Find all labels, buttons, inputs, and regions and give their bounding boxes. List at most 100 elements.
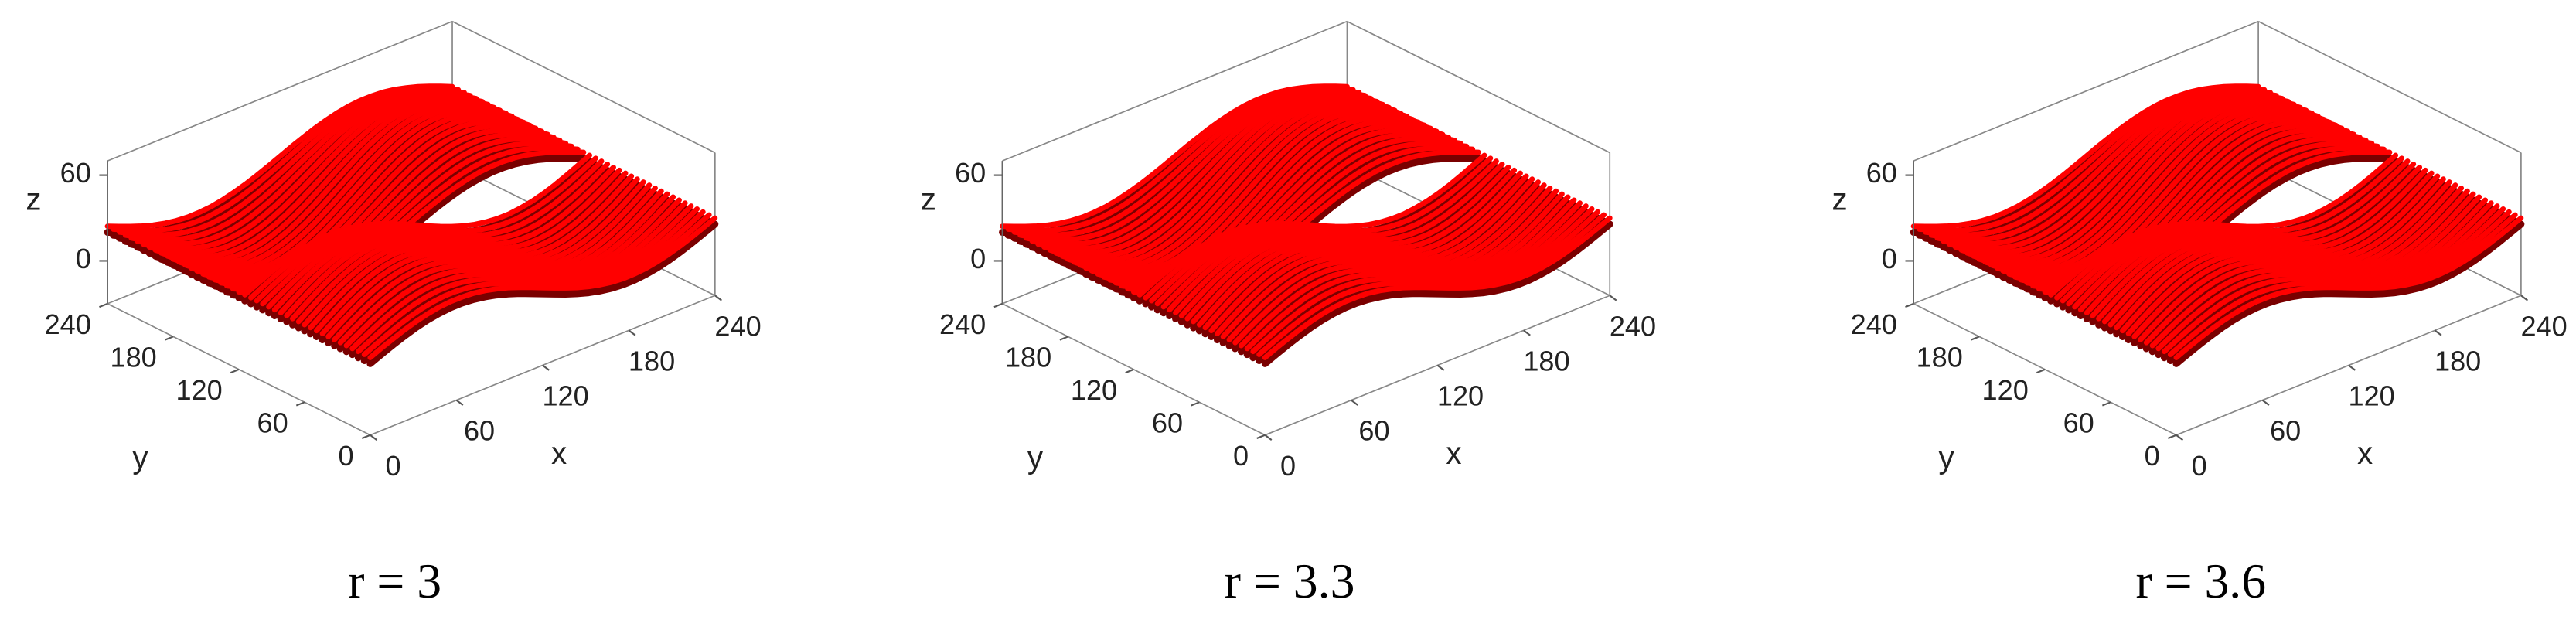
chart-title: r = 3.6 bbox=[2135, 554, 2266, 608]
x-tick bbox=[1436, 364, 1445, 371]
y-tick bbox=[1256, 434, 1266, 440]
y-tick bbox=[2036, 368, 2046, 374]
z-axis-label: z bbox=[26, 181, 41, 216]
x-tick bbox=[2176, 434, 2184, 441]
surface-strand bbox=[1059, 102, 1410, 271]
y-tick-label: 180 bbox=[111, 342, 157, 373]
y-tick-label: 180 bbox=[1005, 342, 1051, 373]
chart-panel: 0 60 120 180 240 0 60 120 180 240 0 60 x y z r = 3.3 bbox=[921, 20, 1656, 608]
y-tick bbox=[2101, 401, 2111, 407]
x-tick-label: 180 bbox=[629, 345, 675, 376]
x-tick-label: 240 bbox=[2521, 310, 2567, 342]
z-tick-label: 0 bbox=[76, 243, 91, 274]
y-tick-label: 0 bbox=[2145, 440, 2160, 472]
box-edge bbox=[451, 20, 716, 154]
z-axis-label: z bbox=[921, 181, 936, 216]
chart-panel: 0 60 120 180 240 0 60 120 180 240 0 60 x y z r = 3.6 bbox=[1831, 20, 2567, 608]
x-tick-label: 0 bbox=[2192, 450, 2207, 482]
y-tick bbox=[99, 302, 108, 308]
y-tick-label: 0 bbox=[339, 440, 354, 472]
y-tick bbox=[1905, 302, 1914, 308]
x-tick-label: 60 bbox=[1358, 415, 1389, 447]
surface-strand bbox=[1053, 100, 1404, 267]
y-axis-label: y bbox=[1027, 439, 1044, 475]
surface-strand bbox=[152, 97, 503, 264]
x-tick bbox=[2348, 364, 2356, 371]
x-tick bbox=[455, 399, 464, 406]
y-tick bbox=[1971, 336, 1980, 341]
y-tick-label: 120 bbox=[175, 374, 222, 406]
x-tick bbox=[1264, 434, 1273, 441]
x-tick-label: 240 bbox=[1610, 310, 1656, 342]
y-tick-label: 240 bbox=[1851, 308, 1897, 340]
surface-strand bbox=[140, 93, 491, 256]
box-edge bbox=[1347, 20, 1610, 154]
box-edge bbox=[1913, 20, 2259, 162]
y-axis-label: y bbox=[132, 439, 148, 475]
surface-strand bbox=[1262, 215, 1613, 360]
z-tick-label: 60 bbox=[1866, 157, 1897, 189]
x-tick bbox=[542, 364, 550, 371]
x-tick-label: 60 bbox=[2270, 415, 2301, 447]
y-tick bbox=[230, 368, 240, 374]
z-tick-label: 60 bbox=[60, 157, 91, 189]
surface-strand bbox=[170, 105, 521, 274]
surface-strand bbox=[164, 102, 515, 271]
x-tick bbox=[2520, 295, 2529, 301]
surface-strand bbox=[1952, 95, 2303, 260]
x-tick-label: 120 bbox=[542, 380, 588, 412]
x-axis-label: x bbox=[2357, 435, 2373, 471]
surface-strand bbox=[2167, 212, 2518, 357]
y-tick-label: 240 bbox=[45, 308, 91, 340]
x-axis-label: x bbox=[1446, 435, 1461, 471]
surface-strand bbox=[1065, 105, 1416, 274]
surface-strand bbox=[1958, 97, 2309, 264]
y-tick-label: 120 bbox=[1982, 374, 2029, 406]
surface-strand bbox=[1947, 93, 2297, 256]
y-tick bbox=[2167, 434, 2177, 440]
surface-strand bbox=[1964, 100, 2315, 267]
y-tick-label: 240 bbox=[939, 308, 986, 340]
chart-panel: 0 60 120 180 240 0 60 120 180 240 0 60 x y z r = 3 bbox=[26, 20, 762, 608]
surface-strand bbox=[1035, 93, 1386, 256]
y-tick-label: 180 bbox=[1917, 342, 1963, 373]
x-tick-label: 180 bbox=[1523, 345, 1569, 376]
y-tick-label: 0 bbox=[1233, 440, 1249, 472]
x-tick-label: 60 bbox=[464, 415, 495, 447]
chart-title: r = 3 bbox=[348, 554, 441, 608]
surface-strand bbox=[1041, 95, 1392, 260]
x-axis-label: x bbox=[551, 435, 567, 471]
box-edge bbox=[107, 20, 453, 162]
x-tick bbox=[1609, 295, 1617, 301]
x-tick bbox=[2434, 329, 2442, 336]
y-tick bbox=[1191, 401, 1200, 407]
x-tick bbox=[1351, 399, 1358, 406]
x-tick-label: 180 bbox=[2435, 345, 2481, 376]
surface-strand bbox=[2172, 220, 2525, 367]
box-edge bbox=[1002, 20, 1348, 162]
z-tick-label: 60 bbox=[955, 157, 986, 189]
x-tick-label: 0 bbox=[1280, 450, 1296, 482]
surface-strand bbox=[2173, 215, 2524, 360]
x-tick bbox=[1523, 329, 1531, 336]
surface-strand bbox=[1261, 220, 1613, 367]
surface-strand bbox=[366, 220, 719, 367]
surface-strand bbox=[367, 215, 718, 360]
surface-strand bbox=[1047, 97, 1398, 264]
surface-strand bbox=[158, 100, 509, 267]
y-tick bbox=[295, 401, 305, 407]
x-tick-label: 0 bbox=[386, 450, 401, 482]
chart-title: r = 3.3 bbox=[1225, 554, 1355, 608]
x-tick-label: 120 bbox=[2349, 380, 2395, 412]
x-tick bbox=[2261, 399, 2270, 406]
z-axis-label: z bbox=[1831, 181, 1847, 216]
y-tick bbox=[164, 336, 174, 341]
x-tick-label: 120 bbox=[1437, 380, 1484, 412]
x-tick bbox=[628, 329, 636, 336]
surface-strand bbox=[146, 95, 497, 260]
y-tick bbox=[1125, 368, 1134, 374]
surface-strand bbox=[1971, 102, 2321, 271]
surface-strand bbox=[361, 212, 712, 357]
z-tick-label: 0 bbox=[970, 243, 986, 274]
